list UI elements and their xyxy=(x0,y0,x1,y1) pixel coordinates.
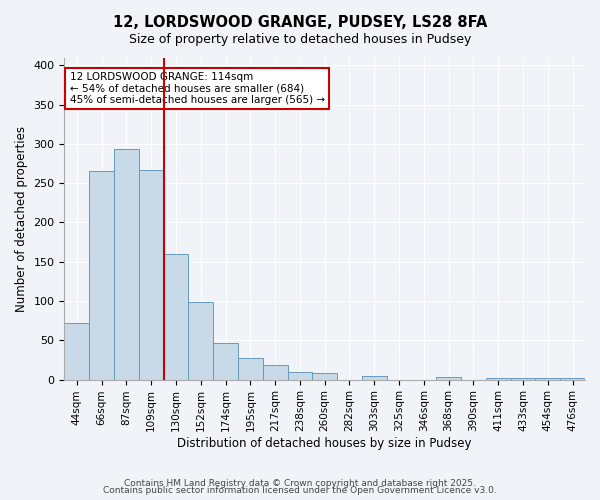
Bar xyxy=(213,342,238,380)
Bar xyxy=(188,302,213,380)
Bar xyxy=(560,378,585,380)
Text: Contains public sector information licensed under the Open Government Licence v3: Contains public sector information licen… xyxy=(103,486,497,495)
Bar xyxy=(313,372,337,380)
Bar xyxy=(436,377,461,380)
Bar xyxy=(486,378,511,380)
Bar xyxy=(89,172,114,380)
Text: Size of property relative to detached houses in Pudsey: Size of property relative to detached ho… xyxy=(129,32,471,46)
Text: 12 LORDSWOOD GRANGE: 114sqm
← 54% of detached houses are smaller (684)
45% of se: 12 LORDSWOOD GRANGE: 114sqm ← 54% of det… xyxy=(70,72,325,105)
Bar xyxy=(287,372,313,380)
Text: 12, LORDSWOOD GRANGE, PUDSEY, LS28 8FA: 12, LORDSWOOD GRANGE, PUDSEY, LS28 8FA xyxy=(113,15,487,30)
Bar xyxy=(139,170,164,380)
Text: Contains HM Land Registry data © Crown copyright and database right 2025.: Contains HM Land Registry data © Crown c… xyxy=(124,478,476,488)
Bar xyxy=(263,364,287,380)
Bar xyxy=(511,378,535,380)
Bar xyxy=(238,358,263,380)
Y-axis label: Number of detached properties: Number of detached properties xyxy=(15,126,28,312)
Bar xyxy=(164,254,188,380)
Bar xyxy=(114,148,139,380)
Bar xyxy=(535,378,560,380)
Bar xyxy=(362,376,386,380)
X-axis label: Distribution of detached houses by size in Pudsey: Distribution of detached houses by size … xyxy=(178,437,472,450)
Bar xyxy=(64,323,89,380)
